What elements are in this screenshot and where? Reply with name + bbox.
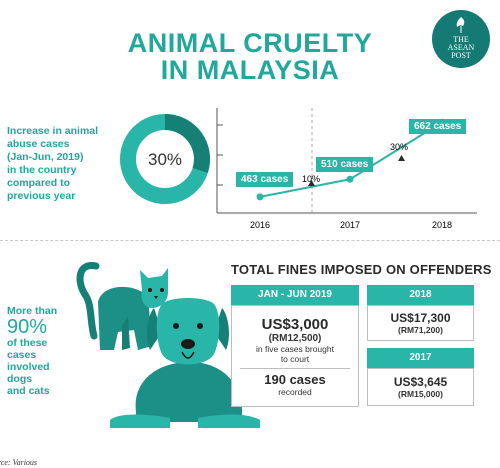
annotation-10pct: 10%: [302, 174, 320, 184]
fines-header-2017: 2017: [367, 348, 474, 368]
x-tick-label-2018: 2018: [432, 220, 452, 230]
title-line-1: ANIMAL CRUELTY: [127, 28, 373, 58]
fines-note-line-1: in five cases brought: [256, 344, 334, 354]
page-title: ANIMAL CRUELTY IN MALAYSIA: [0, 30, 500, 84]
fines-header-2018: 2018: [367, 285, 474, 305]
donut-chart: [120, 114, 210, 204]
fines-box-separator: [240, 368, 350, 369]
donut-value: 30%: [147, 150, 183, 169]
cases-recorded-count: 190 cases: [264, 372, 326, 387]
annotation-30pct: 30%: [390, 142, 408, 152]
data-label-2016: 463 cases: [236, 172, 294, 187]
cat-illustration: [76, 262, 168, 350]
fines-box-2017: US$3,645 (RM15,000): [367, 368, 474, 406]
bird-icon: [456, 17, 465, 33]
cases-recorded-label: recorded: [278, 387, 312, 397]
section-divider: [0, 240, 500, 241]
donut-label: Increase in animal abuse cases (Jan-Jun,…: [7, 125, 99, 202]
fines-2018-rm: (RM71,200): [398, 325, 443, 335]
dog-illustration: [110, 298, 260, 428]
fines-2017-usd: US$3,645: [393, 375, 448, 389]
fines-2017-rm: (RM15,000): [398, 389, 443, 399]
data-point-2017: [346, 175, 354, 183]
asean-post-logo: THE ASEAN POST: [432, 10, 490, 68]
fines-title: TOTAL FINES IMPOSED ON OFFENDERS: [231, 262, 492, 277]
logo-text: THE ASEAN POST: [447, 35, 475, 60]
increase-arrow-icon: [398, 155, 405, 161]
fines-note-line-2: to court: [280, 354, 310, 364]
title-line-2: IN MALAYSIA: [160, 55, 340, 85]
x-tick-label-2017: 2017: [340, 220, 360, 230]
x-tick-label-2016: 2016: [250, 220, 270, 230]
data-label-2018: 662 cases: [409, 119, 467, 134]
fines-header-jan-jun-2019: JAN - JUN 2019: [231, 285, 359, 305]
data-label-2017: 510 cases: [316, 157, 374, 172]
source-note: rce: Various: [0, 458, 38, 467]
fines-2018-usd: US$17,300: [390, 311, 451, 325]
fines-box-jan-jun-2019: US$3,000 (RM12,500) in five cases brough…: [231, 305, 359, 407]
donut-highlight-arc: [164, 114, 210, 173]
fines-amount-usd: US$3,000: [261, 316, 329, 333]
increase-arrow-icon: [308, 180, 315, 186]
fines-amount-rm: (RM12,500): [268, 333, 322, 344]
data-point-2016: [256, 193, 264, 201]
fines-box-2018: US$17,300 (RM71,200): [367, 305, 474, 341]
pets-stat: More than 90% of these cases involved do…: [7, 305, 58, 397]
